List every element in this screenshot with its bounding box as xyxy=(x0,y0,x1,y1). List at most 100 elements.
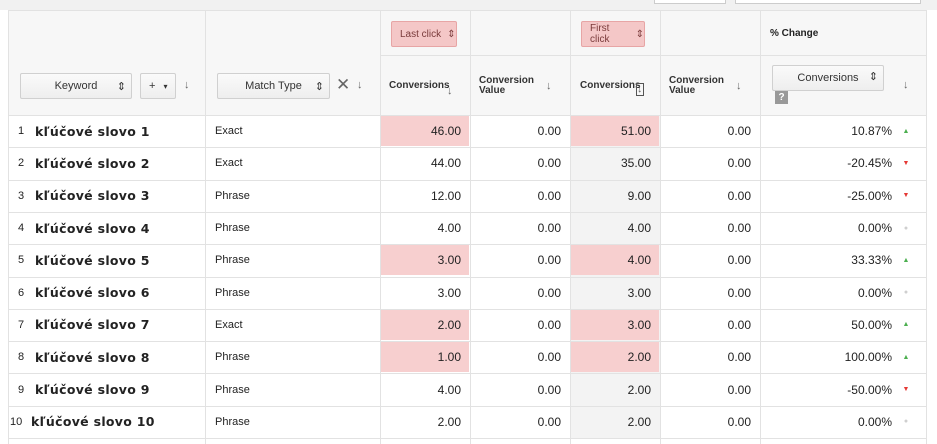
metric-value: 0.00 xyxy=(537,414,561,429)
column-divider xyxy=(205,10,206,444)
metric-value: 3.00 xyxy=(627,285,651,300)
dropdown-icon: ⇕ xyxy=(868,71,878,83)
dropdown-icon: ▾ xyxy=(163,81,168,91)
row-divider xyxy=(8,179,926,181)
keyword: kľúčové slovo 6 xyxy=(35,285,150,301)
sort-arrow[interactable]: ↓ xyxy=(357,79,363,91)
metric-value: 0.00 xyxy=(727,156,751,171)
column-divider xyxy=(470,10,471,444)
keyword: kľúčové slovo 3 xyxy=(35,188,150,204)
row-index: 5 xyxy=(18,254,25,267)
keyword-dropdown[interactable]: Keyword ⇕ xyxy=(20,73,132,99)
row-divider xyxy=(8,115,926,116)
metric-value: 0.00 xyxy=(537,350,561,365)
match-type: Phrase xyxy=(215,222,250,235)
match-type: Exact xyxy=(215,318,243,331)
column-divider xyxy=(380,10,381,444)
row-divider xyxy=(8,308,926,310)
percent-change: -20.45% xyxy=(847,156,892,171)
metric-value: 51.00 xyxy=(620,124,651,139)
metric-value: 44.00 xyxy=(430,156,461,171)
column-header[interactable]: Conversion Value xyxy=(479,75,535,96)
dropdown-icon: ⇕ xyxy=(314,80,324,93)
group-label: % Change xyxy=(770,28,819,39)
trend-icon: ● xyxy=(903,224,909,232)
row-index: 3 xyxy=(18,189,25,202)
metric-value: 2.00 xyxy=(627,382,651,397)
highlight-cell xyxy=(571,245,659,276)
row-divider xyxy=(8,276,926,278)
metric-value: 4.00 xyxy=(437,221,461,236)
change-metric-dropdown[interactable]: Conversions ⇕ xyxy=(772,65,884,91)
metric-value: 0.00 xyxy=(727,188,751,203)
metric-value: 2.00 xyxy=(627,414,651,429)
metric-value: 9.00 xyxy=(627,188,651,203)
keyword: kľúčové slovo 4 xyxy=(35,220,150,236)
row-divider xyxy=(8,211,926,213)
add-dimension-dropdown[interactable]: + ▾ xyxy=(140,73,176,99)
metric-value: 4.00 xyxy=(627,221,651,236)
keyword: kľúčové slovo 8 xyxy=(35,349,150,365)
metric-value: 0.00 xyxy=(537,382,561,397)
trend-icon: ▲ xyxy=(902,321,910,329)
row-index: 9 xyxy=(18,383,25,396)
sort-arrow[interactable]: ↓ xyxy=(903,79,909,91)
percent-change: -50.00% xyxy=(847,382,892,397)
metric-value: 35.00 xyxy=(620,156,651,171)
keyword: kľúčové slovo 2 xyxy=(35,155,150,171)
metric-value: 12.00 xyxy=(430,188,461,203)
match-type: Phrase xyxy=(215,351,250,364)
match-type-dropdown[interactable]: Match Type ⇕ xyxy=(217,73,330,99)
percent-change: 33.33% xyxy=(851,253,892,268)
sort-arrow[interactable]: ↓ xyxy=(184,79,190,91)
sort-arrow: ↓ xyxy=(736,80,742,92)
sort-icon: ⇕ xyxy=(447,28,456,40)
metric-value: 3.00 xyxy=(437,285,461,300)
highlight-cell xyxy=(381,116,469,147)
percent-change: 0.00% xyxy=(857,414,892,429)
search-box[interactable] xyxy=(735,0,921,4)
toolbar-button[interactable] xyxy=(654,0,726,4)
dropdown-label: Keyword xyxy=(54,80,98,92)
column-divider xyxy=(760,10,761,444)
percent-change: 0.00% xyxy=(857,285,892,300)
metric-value: 2.00 xyxy=(437,317,461,332)
metric-value: 0.00 xyxy=(727,382,751,397)
metric-value: 0.00 xyxy=(727,221,751,236)
column-header[interactable]: Conversions xyxy=(580,80,641,91)
column-divider xyxy=(8,10,9,444)
metric-value: 0.00 xyxy=(537,285,561,300)
group-label: Last click xyxy=(400,28,442,40)
metric-value: 0.00 xyxy=(537,317,561,332)
trend-icon: ▼ xyxy=(902,192,910,200)
header-background xyxy=(8,10,926,115)
row-index: 6 xyxy=(18,286,25,299)
row-divider xyxy=(8,244,926,246)
remove-icon[interactable]: ✕ xyxy=(336,75,351,94)
metric-value: 4.00 xyxy=(437,382,461,397)
match-type: Exact xyxy=(215,157,243,170)
sort-arrow: ↓ xyxy=(447,85,453,97)
trend-icon: ● xyxy=(903,418,909,426)
dropdown-label: Conversions xyxy=(797,72,859,84)
match-type: Phrase xyxy=(215,254,250,267)
row-index: 1 xyxy=(18,125,25,138)
trend-icon: ▲ xyxy=(902,353,910,361)
percent-change: 10.87% xyxy=(851,124,892,139)
dropdown-icon: ⇕ xyxy=(116,80,126,93)
first-click-toggle[interactable]: First click ⇕ xyxy=(581,21,645,47)
match-type: Exact xyxy=(215,125,243,138)
metric-value: 1.00 xyxy=(437,350,461,365)
column-header[interactable]: Conversions xyxy=(389,80,450,91)
trend-icon: ▼ xyxy=(902,386,910,394)
column-header[interactable]: Conversion Value xyxy=(669,75,725,96)
highlight-cell xyxy=(381,309,469,341)
column-divider xyxy=(660,10,661,444)
last-click-toggle[interactable]: Last click ⇕ xyxy=(391,21,457,47)
metric-value: 46.00 xyxy=(430,124,461,139)
percent-change: 50.00% xyxy=(851,317,892,332)
toolbar-strip xyxy=(0,0,937,10)
row-divider xyxy=(8,341,926,343)
match-type: Phrase xyxy=(215,415,250,428)
help-icon[interactable]: ? xyxy=(775,91,788,104)
